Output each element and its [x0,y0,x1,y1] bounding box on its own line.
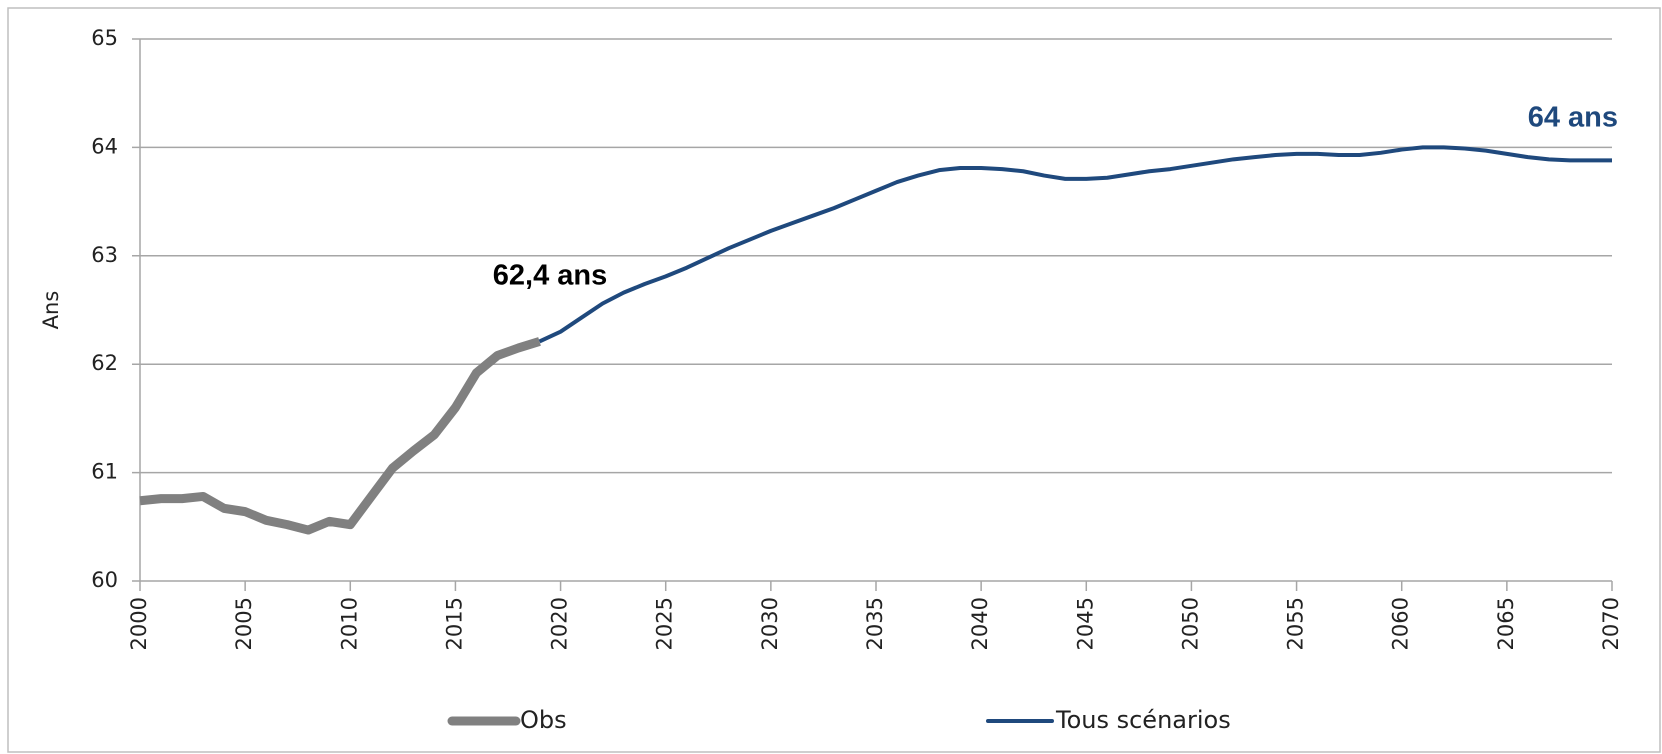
y-tick-label: 61 [91,460,118,484]
x-tick-label: 2000 [127,597,151,650]
x-tick-label: 2065 [1494,597,1518,650]
y-tick-label: 64 [91,134,118,158]
chart-frame [7,7,1661,753]
x-tick-label: 2035 [863,597,887,650]
y-tick-label: 65 [91,26,118,50]
annotation: 64 ans [1528,102,1618,134]
annotation: 62,4 ans [493,260,607,292]
x-tick-label: 2060 [1389,597,1413,650]
y-tick-label: 63 [91,243,118,267]
y-tick-label: 60 [91,568,118,592]
x-tick-label: 2005 [232,597,256,650]
x-tick-label: 2070 [1599,597,1623,650]
x-tick-label: 2030 [758,597,782,650]
x-tick-label: 2015 [442,597,466,650]
y-tick-label: 62 [91,351,118,375]
y-axis-label: Ans [39,291,63,330]
x-tick-label: 2020 [548,597,572,650]
x-tick-label: 2045 [1073,597,1097,650]
series-line [139,337,541,535]
series-line [538,145,1612,344]
x-tick-label: 2040 [968,597,992,650]
x-tick-label: 2010 [337,597,361,650]
x-tick-label: 2055 [1284,597,1308,650]
x-tick-label: 2025 [653,597,677,650]
x-tick-label: 2050 [1178,597,1202,650]
legend-label: Tous scénarios [1055,706,1231,734]
legend-label: Obs [520,706,567,734]
